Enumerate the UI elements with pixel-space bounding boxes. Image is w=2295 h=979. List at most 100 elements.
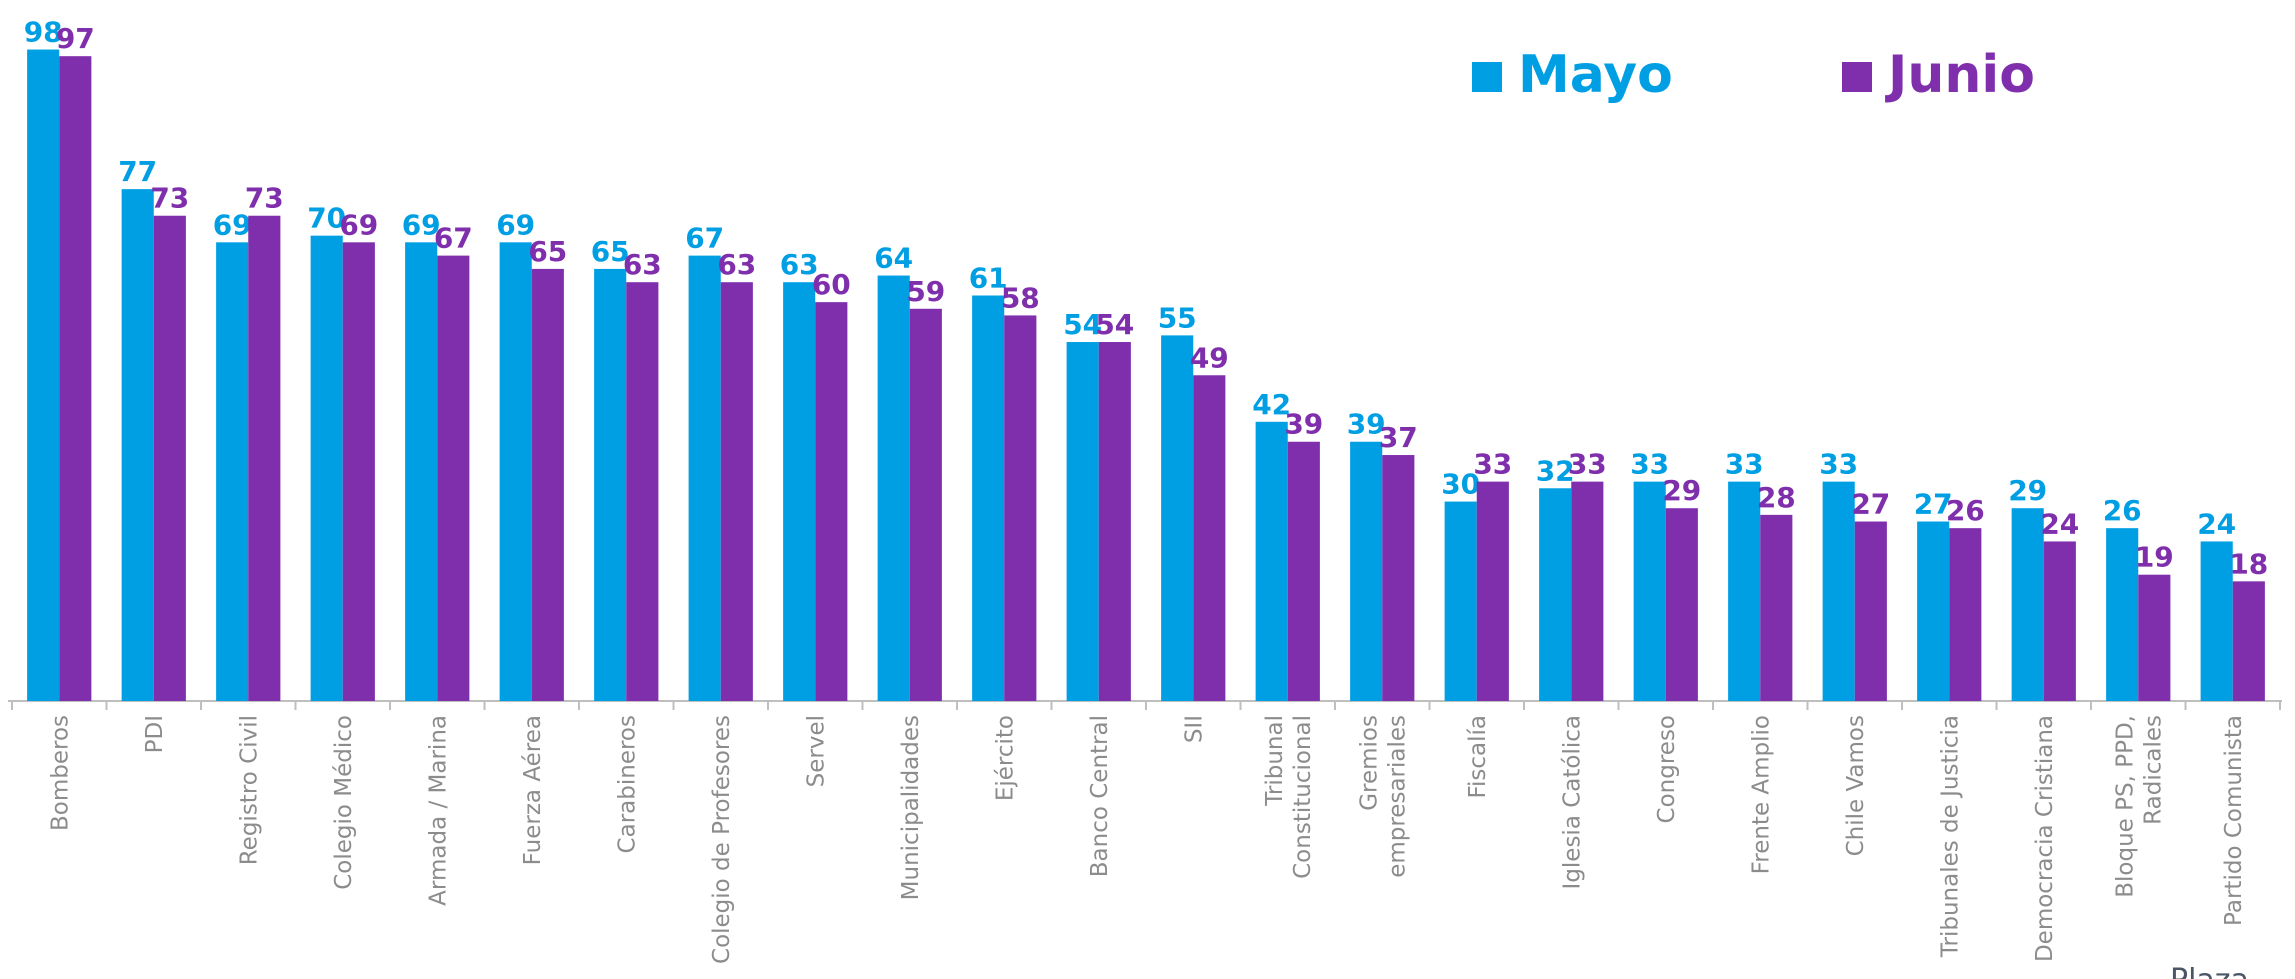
bar: [1066, 342, 1099, 701]
bar: [972, 295, 1005, 701]
x-tick-label: Banco Central: [1087, 715, 1113, 877]
value-label: 63: [623, 248, 662, 281]
bar: [1444, 501, 1477, 701]
x-tick-label: Municipalidades: [898, 715, 924, 900]
x-tick-label: Colegio de Profesores: [709, 715, 735, 964]
bar: [310, 235, 343, 701]
x-tick-label: TribunalConstitucional: [1262, 715, 1316, 879]
x-tick-label: Servel: [803, 715, 829, 787]
bar: [216, 242, 249, 702]
bar: [59, 56, 92, 701]
value-label: 69: [402, 208, 441, 241]
bar: [2043, 541, 2076, 701]
bar: [342, 242, 375, 702]
value-label: 58: [1001, 281, 1040, 314]
value-label: 33: [1725, 448, 1764, 481]
bar: [815, 302, 848, 701]
value-label: 33: [1568, 448, 1607, 481]
value-label: 37: [1379, 421, 1418, 454]
legend-swatch: [1472, 62, 1502, 92]
x-tick-label: Congreso: [1654, 715, 1680, 823]
bar: [1539, 488, 1572, 701]
value-label: 70: [307, 202, 346, 235]
x-tick-label: Ejército: [992, 715, 1018, 801]
value-label: 27: [1914, 488, 1953, 521]
x-tick-label: Registro Civil: [236, 715, 262, 865]
bar: [405, 242, 438, 702]
value-label: 30: [1441, 468, 1480, 501]
value-label: 33: [1630, 448, 1669, 481]
bar: [1571, 481, 1604, 701]
bar: [1004, 315, 1037, 701]
bar: [783, 282, 816, 701]
legend-label: Mayo: [1518, 45, 1673, 105]
x-tick-label: Bloque PS, PPD,Radicales: [2112, 715, 2166, 898]
bar: [1728, 481, 1761, 701]
bar: [531, 268, 564, 701]
bar: [2011, 508, 2044, 701]
value-label: 73: [245, 182, 284, 215]
value-label: 26: [2103, 494, 2142, 527]
x-tick-label: Partido Comunista: [2221, 715, 2247, 926]
bar: [1854, 521, 1887, 701]
value-label: 65: [528, 235, 567, 268]
value-label: 19: [2135, 541, 2174, 574]
x-tick-label: Gremiosempresariales: [1356, 715, 1410, 878]
bar: [1760, 514, 1793, 701]
value-label: 49: [1190, 341, 1229, 374]
bar: [1822, 481, 1855, 701]
bar: [1476, 481, 1509, 701]
bar: [248, 215, 281, 701]
bar: [909, 308, 942, 701]
value-label: 33: [1473, 448, 1512, 481]
value-label: 29: [1662, 474, 1701, 507]
value-label: 67: [434, 222, 473, 255]
value-label: 39: [1347, 408, 1386, 441]
bar: [1665, 508, 1698, 701]
legend-swatch: [1842, 62, 1872, 92]
x-tick-label: PDI: [142, 715, 168, 753]
value-label: 60: [812, 268, 851, 301]
value-label: 98: [24, 16, 63, 49]
value-label: 77: [118, 155, 157, 188]
bar: [153, 215, 186, 701]
value-label: 64: [874, 242, 913, 275]
value-label: 69: [496, 208, 535, 241]
bar: [499, 242, 532, 702]
value-label: 32: [1536, 454, 1575, 487]
value-label: 39: [1284, 408, 1323, 441]
value-label: 33: [1819, 448, 1858, 481]
bar: [1255, 421, 1288, 701]
x-tick-label: Democracia Cristiana: [2032, 715, 2058, 962]
x-tick-label: Bomberos: [47, 715, 73, 831]
bar: [688, 255, 721, 701]
value-label: 67: [685, 222, 724, 255]
value-label: 55: [1158, 301, 1197, 334]
value-label: 27: [1851, 488, 1890, 521]
value-label: 65: [591, 235, 630, 268]
bar: [2232, 581, 2265, 701]
value-label: 59: [906, 275, 945, 308]
bar: [121, 189, 154, 701]
x-tick-label: Tribunales de Justicia: [1937, 715, 1963, 958]
x-tick-label: Iglesia Católica: [1559, 715, 1585, 889]
bar: [1633, 481, 1666, 701]
x-tick-label: Frente Amplio: [1748, 715, 1774, 874]
bar: [1382, 455, 1415, 701]
x-tick-label: Chile Vamos: [1843, 715, 1869, 856]
bar: [1917, 521, 1950, 701]
bar: [594, 268, 627, 701]
value-label: 29: [2008, 474, 2047, 507]
value-label: 73: [150, 182, 189, 215]
value-label: 42: [1252, 388, 1291, 421]
x-tick-label: Armada / Marina: [425, 715, 451, 906]
x-tick-label: Fuerza Aérea: [520, 715, 546, 865]
value-label: 28: [1757, 481, 1796, 514]
value-label: 54: [1063, 308, 1102, 341]
bar: [1287, 441, 1320, 701]
bar: [27, 49, 60, 702]
value-label: 63: [780, 248, 819, 281]
value-label: 63: [717, 248, 756, 281]
bar: [2106, 528, 2139, 701]
